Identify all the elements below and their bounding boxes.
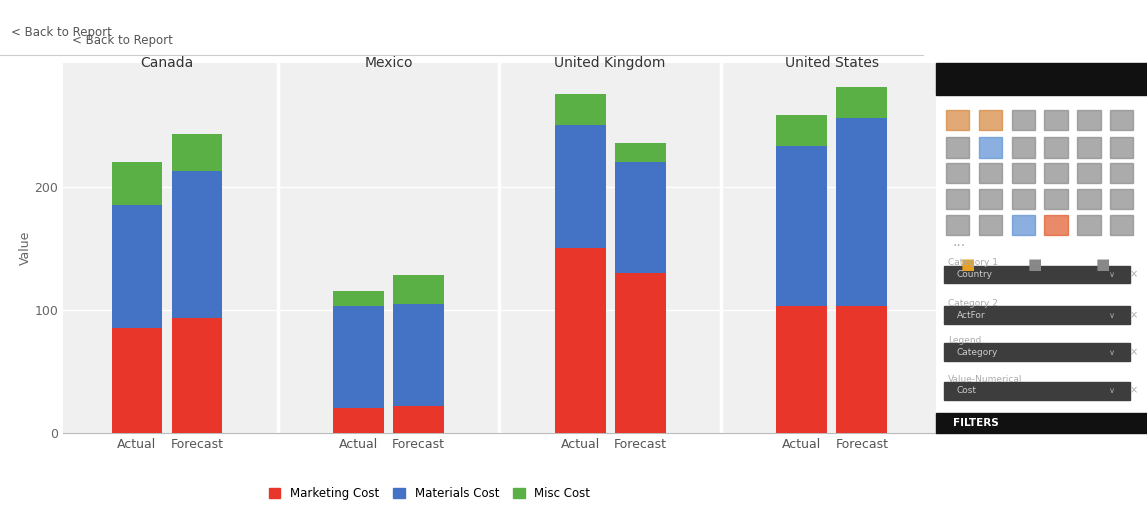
Bar <box>944 343 1130 361</box>
Bar <box>946 189 969 209</box>
Bar <box>1045 163 1068 184</box>
Bar <box>777 115 827 146</box>
Bar <box>333 306 384 408</box>
Bar <box>980 215 1002 235</box>
Bar <box>1045 110 1068 130</box>
Bar <box>777 306 827 433</box>
Bar <box>946 163 969 184</box>
Bar <box>777 146 827 306</box>
Bar <box>393 304 444 406</box>
Bar <box>1012 215 1035 235</box>
Bar <box>1012 189 1035 209</box>
Bar <box>555 248 606 433</box>
Text: ×: × <box>1130 310 1138 320</box>
Bar <box>172 318 223 433</box>
Legend: Marketing Cost, Materials Cost, Misc Cost: Marketing Cost, Materials Cost, Misc Cos… <box>264 482 595 505</box>
Bar <box>111 328 163 433</box>
Bar <box>111 205 163 328</box>
Bar <box>1012 110 1035 130</box>
Bar <box>980 189 1002 209</box>
Bar <box>944 306 1130 324</box>
Bar <box>1077 215 1100 235</box>
Text: United Kingdom: United Kingdom <box>554 55 666 70</box>
Text: Cost: Cost <box>957 386 977 395</box>
Bar <box>836 118 887 306</box>
Bar <box>172 134 223 171</box>
Bar <box>1077 137 1100 157</box>
Text: Legend: Legend <box>949 336 982 345</box>
Text: ActFor: ActFor <box>957 310 985 319</box>
Bar <box>946 215 969 235</box>
Text: ∨: ∨ <box>1109 386 1115 395</box>
Bar <box>946 137 969 157</box>
Text: Category: Category <box>957 347 998 356</box>
Bar <box>172 171 223 318</box>
Bar <box>333 291 384 306</box>
Text: ...: ... <box>952 235 966 249</box>
Bar <box>1077 110 1100 130</box>
Text: ∨: ∨ <box>1109 270 1115 279</box>
Text: >: > <box>1125 74 1134 84</box>
Bar <box>1110 163 1133 184</box>
Bar <box>1077 163 1100 184</box>
Bar <box>615 273 665 433</box>
Text: Category 1: Category 1 <box>949 258 998 268</box>
Text: Canada: Canada <box>140 55 194 70</box>
Bar <box>946 110 969 130</box>
Bar <box>1110 189 1133 209</box>
Bar <box>980 137 1002 157</box>
Bar <box>555 125 606 248</box>
Bar <box>1077 189 1100 209</box>
Bar <box>936 413 1147 433</box>
Bar <box>1110 110 1133 130</box>
Text: VISUALIZATIONS: VISUALIZATIONS <box>952 74 1050 84</box>
Bar <box>1110 137 1133 157</box>
Text: ∨: ∨ <box>1109 347 1115 356</box>
Text: Value-Numerical: Value-Numerical <box>949 375 1023 384</box>
Bar <box>333 408 384 433</box>
Text: Category 2: Category 2 <box>949 299 998 308</box>
Text: Mexico: Mexico <box>365 55 413 70</box>
Text: ■: ■ <box>1028 257 1043 272</box>
Text: Country: Country <box>957 270 993 279</box>
Text: < Back to Report: < Back to Report <box>11 26 112 40</box>
Bar <box>1045 215 1068 235</box>
Text: ×: × <box>1130 347 1138 357</box>
Bar <box>615 162 665 273</box>
Bar <box>111 162 163 205</box>
Bar <box>1012 163 1035 184</box>
Text: ×: × <box>1130 269 1138 279</box>
Text: FILTERS: FILTERS <box>952 418 998 428</box>
Text: ∨: ∨ <box>1109 310 1115 319</box>
Y-axis label: Value: Value <box>18 231 32 266</box>
Bar <box>944 266 1130 283</box>
Bar <box>944 382 1130 400</box>
Bar <box>980 163 1002 184</box>
Text: < Back to Report: < Back to Report <box>72 34 173 47</box>
Bar <box>1012 137 1035 157</box>
Bar <box>980 110 1002 130</box>
Bar <box>836 306 887 433</box>
Bar <box>393 406 444 433</box>
Text: ■: ■ <box>960 257 975 272</box>
Text: United States: United States <box>785 55 879 70</box>
Bar <box>836 87 887 118</box>
Bar <box>936 63 1147 95</box>
Bar <box>615 144 665 162</box>
Text: ×: × <box>1130 386 1138 396</box>
Bar <box>1110 215 1133 235</box>
Text: ■: ■ <box>1095 257 1110 272</box>
Bar <box>555 94 606 125</box>
Bar <box>1045 137 1068 157</box>
Bar <box>393 275 444 304</box>
Bar <box>1045 189 1068 209</box>
